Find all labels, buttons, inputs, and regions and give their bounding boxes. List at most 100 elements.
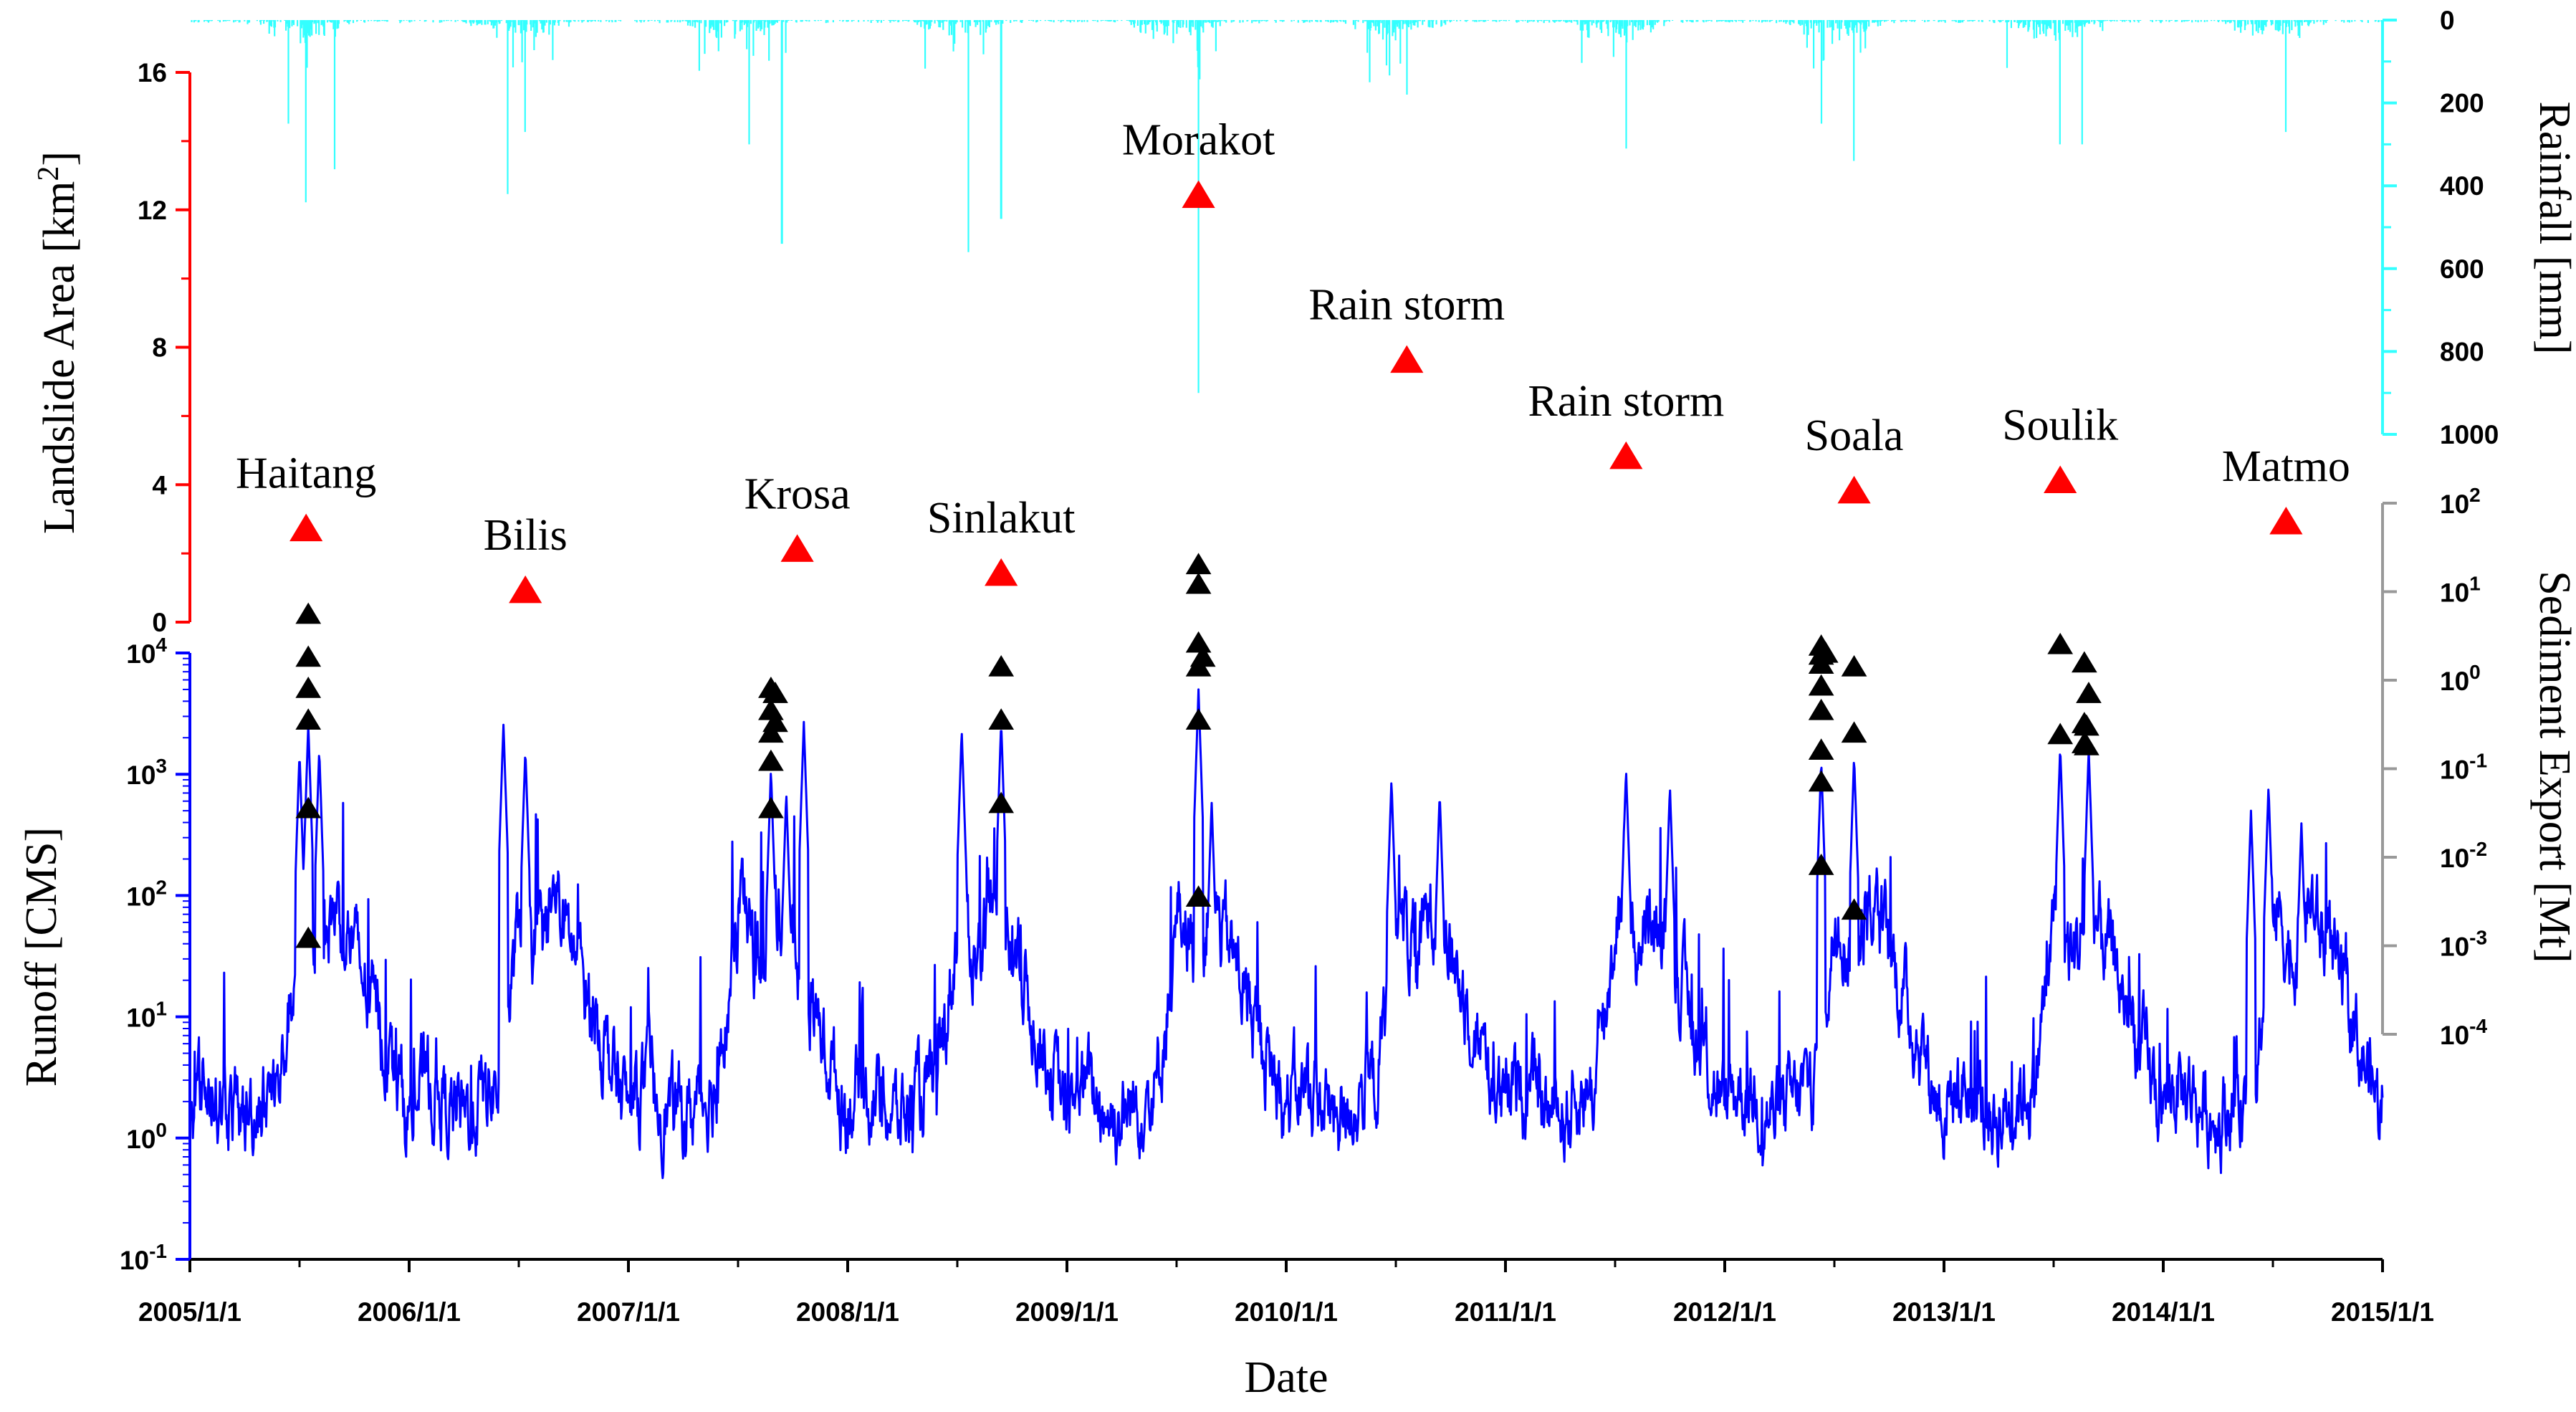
sediment-marker	[2074, 733, 2099, 755]
sediment-marker	[758, 721, 784, 743]
rainfall-tick-label: 200	[2440, 89, 2484, 118]
event-label: Haitang	[236, 449, 376, 498]
sediment-marker	[1808, 652, 1834, 674]
sediment-marker	[1185, 553, 1212, 575]
landslide-marker	[780, 534, 814, 562]
rainfall-tick-label: 600	[2440, 254, 2484, 284]
runoff-tick-label: 10-1	[120, 1240, 167, 1275]
sediment-marker	[1841, 898, 1867, 920]
sediment-marker	[2047, 632, 2074, 654]
runoff-line	[188, 688, 2384, 1180]
landslide-tick-label: 16	[138, 58, 167, 87]
event-label: Bilis	[484, 511, 568, 560]
sediment-marker	[2071, 651, 2097, 673]
sediment-marker	[1808, 698, 1834, 720]
date-tick-label: 2009/1/1	[1015, 1297, 1119, 1327]
sediment-tick-label: 10-2	[2440, 838, 2487, 873]
sediment-marker	[295, 708, 322, 730]
axis-labels: Date Landslide Area [km2] Runoff [CMS] Rain…	[17, 102, 2576, 1402]
rainfall-bars	[191, 20, 2383, 393]
landslide-tick-label: 0	[152, 608, 167, 637]
sediment-marker	[2076, 682, 2102, 703]
landslide-marker	[1609, 441, 1643, 469]
landslide-tick-label: 8	[152, 333, 167, 363]
sediment-marker	[295, 645, 322, 667]
landslide-marker	[289, 513, 323, 542]
date-tick-label: 2014/1/1	[2112, 1297, 2215, 1327]
sediment-marker	[988, 654, 1015, 677]
date-tick-label: 2005/1/1	[138, 1297, 241, 1327]
sediment-marker	[1189, 645, 1216, 667]
sediment-marker	[295, 796, 322, 819]
sediment-marker	[1185, 708, 1212, 730]
sediment-marker	[1185, 885, 1212, 907]
rainfall-tick-label: 400	[2440, 171, 2484, 201]
landslide-tick-label: 4	[152, 470, 167, 500]
sediment-tick-label: 10-3	[2440, 927, 2487, 962]
sediment-tick-label: 10-1	[2440, 750, 2487, 785]
sediment-marker	[295, 602, 322, 624]
axes: 2005/1/1 2006/1/1 2007/1/1 2008/1/1 2009/1/1…	[120, 6, 2499, 1327]
sediment-marker	[1841, 654, 1867, 677]
rainfall-axis-title: Rainfall [mm]	[2530, 102, 2576, 355]
runoff-tick-label: 104	[126, 634, 167, 669]
sediment-tick-label: 10-4	[2440, 1015, 2487, 1050]
x-axis-title: Date	[1244, 1353, 1328, 1402]
sediment-tick-label: 101	[2440, 573, 2481, 608]
sediment-marker	[2074, 714, 2099, 736]
sediment-marker	[2047, 722, 2074, 745]
sediment-marker	[1841, 721, 1867, 743]
landslide-axis-title: Landslide Area [km2]	[32, 151, 84, 534]
sediment-marker	[762, 682, 788, 703]
sediment-marker	[1808, 674, 1834, 696]
event-label: Rain storm	[1308, 281, 1505, 330]
landslide-marker	[1390, 345, 1424, 373]
date-tick-label: 2008/1/1	[796, 1297, 899, 1327]
sediment-marker	[1808, 770, 1834, 792]
sediment-marker	[295, 676, 322, 698]
date-tick-label: 2015/1/1	[2331, 1297, 2434, 1327]
sediment-marker	[762, 710, 788, 733]
date-tick-label: 2010/1/1	[1235, 1297, 1338, 1327]
sediment-marker	[1812, 641, 1839, 663]
event-markers: Haitang Bilis Krosa Sinlakut Morakot Rain sto…	[236, 116, 2350, 948]
sediment-marker	[758, 796, 784, 819]
landslide-marker	[509, 575, 542, 604]
landslide-tick-label: 12	[138, 196, 167, 225]
runoff-tick-label: 101	[126, 998, 167, 1033]
rainfall-tick-label: 1000	[2440, 420, 2499, 449]
date-tick-label: 2006/1/1	[358, 1297, 461, 1327]
runoff-tick-label: 100	[126, 1119, 167, 1154]
runoff-tick-label: 103	[126, 755, 167, 790]
rainfall-tick-label: 0	[2440, 6, 2455, 35]
landslide-marker	[985, 558, 1018, 586]
sediment-marker	[295, 926, 322, 948]
sediment-marker	[1808, 853, 1834, 875]
event-label: Matmo	[2222, 442, 2350, 491]
date-tick-label: 2013/1/1	[1892, 1297, 1996, 1327]
event-label: Rain storm	[1528, 377, 1724, 426]
date-tick-label: 2007/1/1	[577, 1297, 680, 1327]
landslide-marker	[1837, 475, 1871, 504]
sediment-marker	[1185, 631, 1212, 653]
date-tick-label: 2012/1/1	[1673, 1297, 1776, 1327]
runoff-series	[188, 688, 2384, 1180]
event-label: Soala	[1805, 411, 1904, 460]
rainfall-tick-label: 800	[2440, 337, 2484, 366]
event-label: Sinlakut	[927, 494, 1076, 543]
sediment-tick-label: 100	[2440, 661, 2481, 696]
event-label: Soulik	[2002, 401, 2118, 449]
sediment-marker	[1808, 738, 1834, 760]
sediment-axis-title: Sediment Export [Mt]	[2530, 571, 2576, 963]
rainfall-series	[191, 20, 2383, 393]
sediment-marker	[988, 708, 1015, 730]
event-label: Morakot	[1122, 116, 1275, 165]
runoff-axis-title: Runoff [CMS]	[17, 827, 66, 1087]
sediment-marker	[988, 791, 1015, 814]
sediment-tick-label: 102	[2440, 484, 2481, 519]
date-tick-label: 2011/1/1	[1455, 1297, 1556, 1327]
runoff-tick-label: 102	[126, 876, 167, 911]
sediment-marker	[1185, 572, 1212, 594]
landslide-marker	[2269, 506, 2303, 535]
